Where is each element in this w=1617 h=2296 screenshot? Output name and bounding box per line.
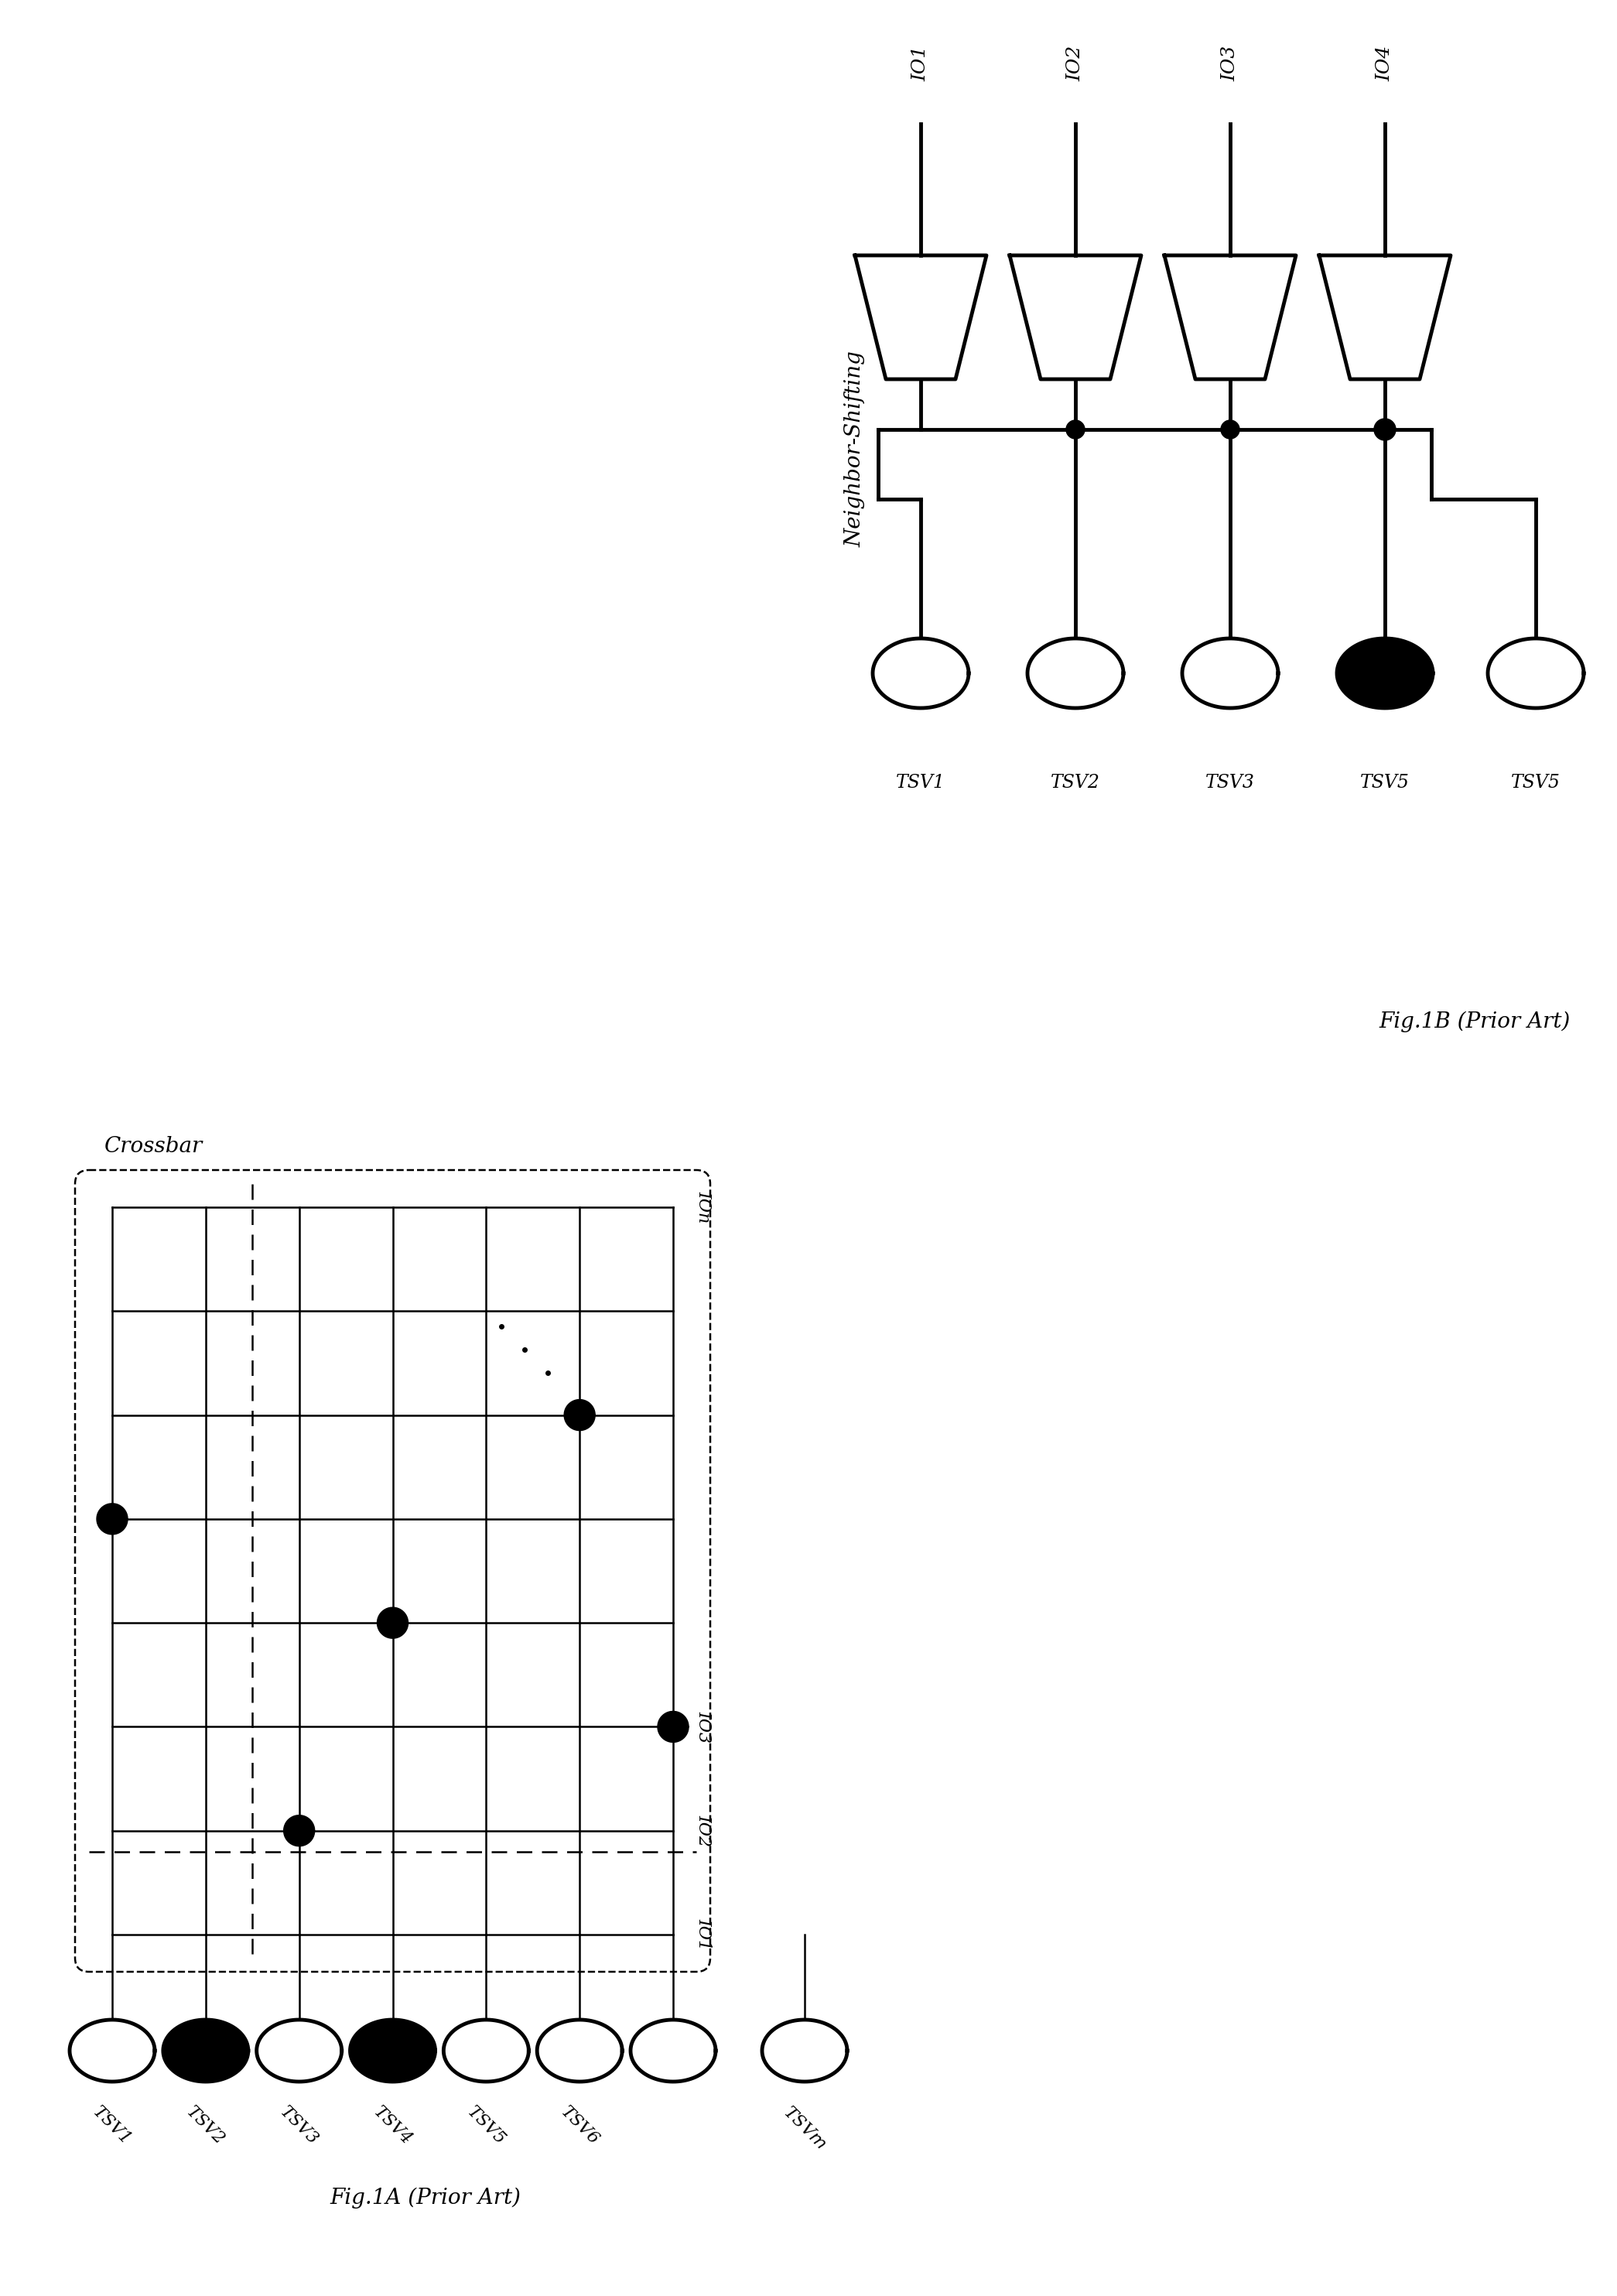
Text: IOn: IOn <box>695 1192 711 1224</box>
Polygon shape <box>1066 420 1085 439</box>
Polygon shape <box>163 2020 249 2082</box>
Text: TSV3: TSV3 <box>277 2103 322 2149</box>
Text: TSV2: TSV2 <box>183 2103 228 2149</box>
Text: TSV6: TSV6 <box>558 2103 602 2149</box>
Text: Fig.1B (Prior Art): Fig.1B (Prior Art) <box>1379 1010 1570 1033</box>
Text: IO3: IO3 <box>695 1711 711 1743</box>
Polygon shape <box>351 2020 435 2082</box>
Polygon shape <box>377 1607 407 1639</box>
Polygon shape <box>658 1711 689 1743</box>
Text: IO2: IO2 <box>695 1814 711 1846</box>
Polygon shape <box>1221 420 1240 439</box>
Text: TSV5: TSV5 <box>1360 774 1410 792</box>
Text: Neighbor-Shifting: Neighbor-Shifting <box>844 351 865 546</box>
Text: TSV$m$: TSV$m$ <box>779 2103 830 2154</box>
Text: Fig.1A (Prior Art): Fig.1A (Prior Art) <box>330 2188 521 2209</box>
Polygon shape <box>1374 418 1395 441</box>
Text: IO1: IO1 <box>912 46 930 80</box>
Text: TSV1: TSV1 <box>89 2103 134 2149</box>
Text: TSV4: TSV4 <box>370 2103 416 2149</box>
Text: TSV5: TSV5 <box>464 2103 509 2149</box>
Text: TSV3: TSV3 <box>1205 774 1255 792</box>
Polygon shape <box>564 1401 595 1430</box>
Polygon shape <box>283 1816 315 1846</box>
Text: TSV1: TSV1 <box>896 774 946 792</box>
Polygon shape <box>97 1504 128 1534</box>
Text: IO2: IO2 <box>1067 46 1085 80</box>
Text: IO1: IO1 <box>695 1919 711 1952</box>
Text: Crossbar: Crossbar <box>105 1137 202 1157</box>
Text: IO4: IO4 <box>1376 46 1394 80</box>
Text: IO3: IO3 <box>1221 46 1239 80</box>
Text: TSV2: TSV2 <box>1051 774 1100 792</box>
Text: TSV5: TSV5 <box>1510 774 1560 792</box>
Polygon shape <box>1337 638 1433 707</box>
